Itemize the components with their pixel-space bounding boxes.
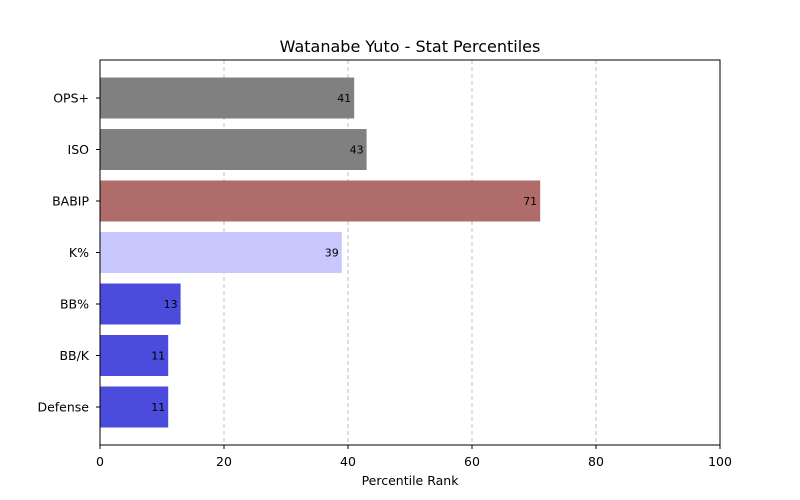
y-tick-label: OPS+ [53, 91, 89, 106]
bar-bb-k [100, 335, 169, 376]
x-axis-ticks: 0 20 40 60 80 100 [96, 445, 732, 469]
x-tick-label: 80 [588, 454, 604, 469]
bar-babip [100, 180, 541, 222]
bars [100, 77, 541, 428]
chart-title: Watanabe Yuto - Stat Percentiles [280, 37, 541, 56]
x-tick-label: 60 [464, 454, 480, 469]
data-label: 11 [151, 350, 165, 363]
bar-iso [100, 129, 367, 170]
x-axis-label: Percentile Rank [362, 473, 460, 488]
bar-defense [100, 386, 169, 428]
y-tick-label: ISO [68, 142, 90, 157]
plot-frame [99, 59, 721, 446]
data-labels: 41 43 71 39 13 11 11 [151, 92, 537, 414]
bar-ops- [100, 77, 355, 119]
data-label: 13 [164, 298, 178, 311]
y-tick-label: Defense [37, 400, 89, 415]
x-tick-label: 20 [216, 454, 232, 469]
data-label: 43 [350, 144, 364, 157]
x-tick-label: 0 [96, 454, 104, 469]
x-tick-label: 40 [340, 454, 356, 469]
bar-k- [100, 232, 342, 273]
data-label: 41 [337, 92, 351, 105]
data-label: 39 [325, 247, 339, 260]
x-tick-label: 100 [708, 454, 732, 469]
y-tick-label: BB/K [59, 348, 89, 363]
y-tick-label: BABIP [52, 194, 89, 209]
y-tick-label: BB% [60, 297, 89, 312]
data-label: 71 [523, 195, 537, 208]
data-label: 11 [151, 401, 165, 414]
y-tick-label: K% [69, 245, 89, 260]
y-axis-ticks: OPS+ ISO BABIP K% BB% BB/K Defense [37, 91, 100, 415]
bar-bb- [100, 283, 181, 325]
